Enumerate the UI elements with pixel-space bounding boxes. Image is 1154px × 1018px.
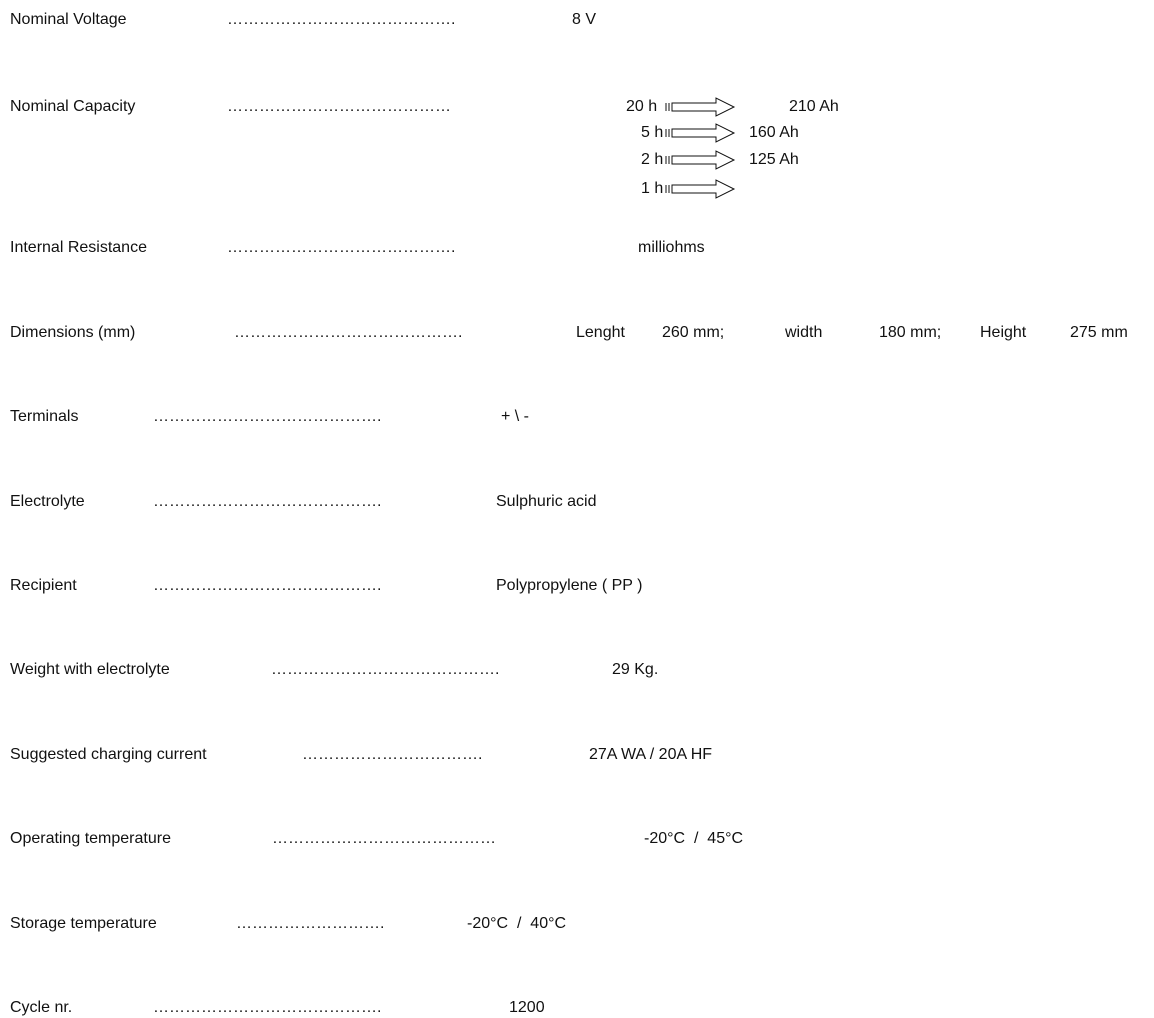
operating-temperature-dots: …………………………………… xyxy=(272,830,496,847)
capacity-time-5h: 5 h xyxy=(641,124,664,141)
weight-dots: ……………………………………. xyxy=(271,661,500,678)
nominal-voltage-label: Nominal Voltage xyxy=(10,11,127,28)
electrolyte-label: Electrolyte xyxy=(10,493,85,510)
cycle-nr-dots: ……………………………………. xyxy=(153,999,382,1016)
capacity-value-2h: 125 Ah xyxy=(749,151,799,168)
dimensions-height-value: 275 mm xyxy=(1070,324,1128,341)
charging-current-dots: ……………………………. xyxy=(302,746,483,763)
internal-resistance-value: milliohms xyxy=(638,239,705,256)
arrow-right-icon xyxy=(665,179,736,199)
storage-temperature-label: Storage temperature xyxy=(10,915,157,932)
operating-temperature-value: -20°C / 45°C xyxy=(644,830,744,847)
recipient-value: Polypropylene ( PP ) xyxy=(496,577,643,594)
charging-current-value: 27A WA / 20A HF xyxy=(589,746,713,763)
capacity-value-20h: 210 Ah xyxy=(789,98,839,115)
weight-value: 29 Kg. xyxy=(612,661,659,678)
nominal-voltage-value: 8 V xyxy=(572,11,597,28)
internal-resistance-label: Internal Resistance xyxy=(10,239,147,256)
weight-label: Weight with electrolyte xyxy=(10,661,170,678)
storage-temperature-dots: ………………………. xyxy=(236,915,385,932)
nominal-voltage-dots: ……………………………………. xyxy=(227,11,456,28)
arrow-right-icon xyxy=(665,150,736,170)
recipient-dots: ……………………………………. xyxy=(153,577,382,594)
dimensions-length-value: 260 mm; xyxy=(662,324,725,341)
cycle-nr-label: Cycle nr. xyxy=(10,999,73,1016)
dimensions-width-value: 180 mm; xyxy=(879,324,942,341)
arrow-right-icon xyxy=(665,123,736,143)
operating-temperature-label: Operating temperature xyxy=(10,830,171,847)
dimensions-length-label: Lenght xyxy=(576,324,625,341)
dimensions-height-label: Height xyxy=(980,324,1027,341)
dimensions-dots: ……………………………………. xyxy=(234,324,463,341)
arrow-right-icon xyxy=(665,97,736,117)
capacity-time-2h: 2 h xyxy=(641,151,664,168)
electrolyte-value: Sulphuric acid xyxy=(496,493,597,510)
recipient-label: Recipient xyxy=(10,577,77,594)
dimensions-width-label: width xyxy=(785,324,823,341)
capacity-value-5h: 160 Ah xyxy=(749,124,799,141)
nominal-capacity-label: Nominal Capacity xyxy=(10,98,136,115)
capacity-time-20h: 20 h xyxy=(626,98,658,115)
dimensions-label: Dimensions (mm) xyxy=(10,324,136,341)
terminals-label: Terminals xyxy=(10,408,79,425)
charging-current-label: Suggested charging current xyxy=(10,746,207,763)
electrolyte-dots: ……………………………………. xyxy=(153,493,382,510)
capacity-time-1h: 1 h xyxy=(641,180,664,197)
terminals-value: + \ - xyxy=(501,408,530,425)
cycle-nr-value: 1200 xyxy=(509,999,545,1016)
nominal-capacity-dots: …………………………………… xyxy=(227,98,451,115)
terminals-dots: ……………………………………. xyxy=(153,408,382,425)
storage-temperature-value: -20°C / 40°C xyxy=(467,915,567,932)
internal-resistance-dots: ……………………………………. xyxy=(227,239,456,256)
